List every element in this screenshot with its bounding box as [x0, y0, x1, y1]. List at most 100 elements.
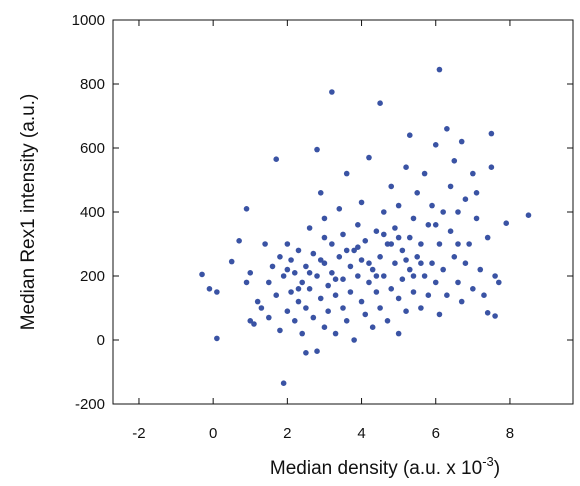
point	[336, 253, 343, 260]
point	[488, 130, 495, 137]
point	[295, 298, 302, 305]
point	[247, 318, 254, 324]
point	[317, 257, 324, 263]
point	[366, 279, 372, 286]
point	[425, 222, 432, 228]
point	[310, 314, 317, 321]
point	[406, 132, 413, 138]
point	[206, 286, 213, 292]
point	[373, 289, 380, 295]
point	[329, 270, 335, 276]
point	[414, 190, 420, 196]
x-axis-label: Median density (a.u. x 10-3)	[270, 454, 500, 479]
point	[377, 100, 383, 106]
point	[418, 305, 424, 311]
plot-frame	[112, 19, 574, 405]
y-tick-label: 1000	[72, 12, 105, 29]
point	[447, 228, 454, 234]
point	[381, 209, 387, 215]
point	[288, 289, 294, 295]
y-tick-label: -200	[75, 396, 105, 413]
point	[447, 183, 454, 190]
point	[262, 241, 268, 247]
x-axis-label-text: Median density (a.u. x 10	[270, 458, 482, 479]
point	[332, 292, 339, 299]
point	[340, 305, 346, 311]
point	[503, 220, 510, 226]
point	[488, 164, 495, 170]
y-tick-label: 800	[80, 76, 105, 93]
point	[455, 241, 461, 247]
point	[395, 295, 402, 302]
point	[247, 270, 254, 276]
point	[470, 170, 476, 177]
point	[451, 253, 458, 260]
point	[303, 263, 309, 270]
point	[321, 215, 328, 222]
point	[358, 298, 365, 305]
point	[317, 190, 324, 196]
point	[343, 170, 350, 177]
point	[314, 273, 320, 279]
point	[214, 335, 220, 342]
point	[347, 263, 354, 270]
point	[243, 206, 250, 212]
point	[406, 234, 413, 241]
point	[369, 266, 376, 273]
x-axis-label-suffix: )	[494, 458, 500, 479]
point	[466, 241, 472, 247]
point	[358, 257, 365, 263]
point	[429, 260, 435, 267]
point	[343, 318, 350, 324]
point	[399, 247, 406, 254]
point	[351, 337, 357, 343]
point	[477, 266, 484, 273]
point	[403, 257, 409, 263]
point	[321, 234, 328, 241]
point	[288, 257, 294, 263]
point	[280, 273, 287, 279]
point	[432, 142, 439, 148]
point	[462, 260, 469, 267]
x-tick-label: 2	[283, 425, 291, 442]
point	[291, 270, 298, 276]
point	[266, 314, 272, 321]
point	[399, 276, 406, 283]
point	[432, 222, 439, 228]
point	[373, 228, 380, 234]
point	[470, 286, 476, 292]
point	[303, 305, 309, 311]
x-tick-label: -2	[132, 425, 145, 442]
point	[321, 324, 328, 331]
point	[336, 206, 343, 212]
point	[355, 273, 361, 279]
point	[273, 156, 280, 162]
point	[291, 318, 298, 324]
point	[492, 273, 498, 279]
point	[484, 234, 491, 241]
point	[444, 126, 450, 132]
point	[199, 271, 205, 278]
point	[366, 260, 372, 267]
point	[440, 266, 446, 273]
point	[410, 289, 417, 295]
point	[273, 292, 280, 299]
point	[395, 330, 402, 337]
point	[436, 241, 443, 247]
point	[414, 253, 420, 260]
point	[280, 380, 287, 387]
point	[295, 247, 302, 254]
point	[314, 348, 320, 355]
point	[306, 286, 313, 292]
point	[303, 350, 309, 356]
point	[362, 311, 369, 318]
point	[421, 170, 428, 177]
point	[492, 313, 498, 319]
point	[403, 164, 409, 170]
point	[258, 305, 265, 311]
point	[355, 244, 361, 250]
point	[388, 286, 395, 292]
point	[436, 311, 443, 318]
point	[329, 241, 335, 247]
point	[284, 266, 291, 273]
